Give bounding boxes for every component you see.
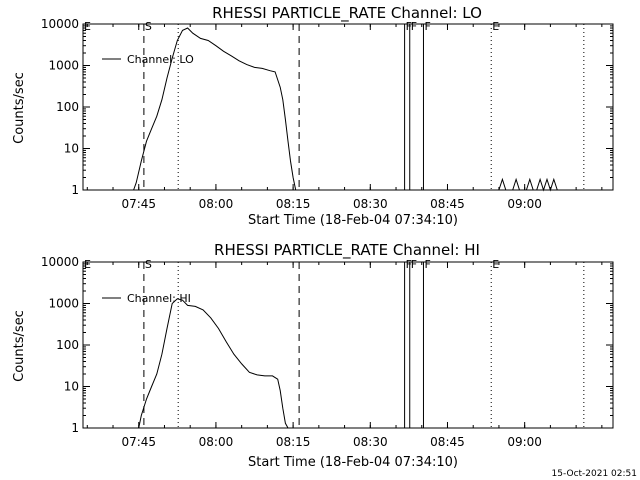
x-tick-label: 09:00: [507, 197, 542, 211]
y-tick-label: 1000: [48, 297, 79, 311]
marker-label: F: [406, 258, 412, 271]
hi-y-ticks: 1 10 100 1000 10000: [41, 255, 613, 435]
marker-label: E: [492, 258, 499, 271]
hi-legend-label: Channel: HI: [127, 292, 191, 305]
lo-x-axis-label: Start Time (18-Feb-04 07:34:10): [248, 213, 458, 228]
y-tick-label: 100: [56, 100, 79, 114]
x-tick-label: 08:45: [430, 435, 465, 449]
y-tick-label: 10: [64, 380, 79, 394]
footer-timestamp: 15-Oct-2021 02:51: [552, 469, 637, 479]
hi-marker-labels: ESFFFE: [84, 258, 499, 271]
lo-chart-title: RHESSI PARTICLE_RATE Channel: LO: [212, 4, 482, 23]
series-line: [133, 27, 297, 191]
x-tick-label: 08:45: [430, 197, 465, 211]
y-tick-label: 1000: [48, 59, 79, 73]
y-tick-label: 10000: [41, 255, 79, 269]
marker-label: S: [145, 20, 152, 33]
lo-series-group: [133, 27, 558, 192]
x-tick-label: 07:45: [121, 435, 156, 449]
series-line: [498, 177, 558, 192]
lo-legend-label: Channel: LO: [127, 53, 194, 66]
y-tick-label: 1: [71, 421, 79, 435]
y-tick-label: 10: [64, 142, 79, 156]
x-tick-label: 09:00: [507, 435, 542, 449]
x-tick-label: 08:15: [276, 197, 311, 211]
x-tick-label: 08:00: [199, 197, 234, 211]
marker-label: F: [424, 20, 430, 33]
marker-label: F: [424, 258, 430, 271]
hi-x-ticks: 07:45 08:00 08:15 08:30 08:45 09:00: [86, 262, 603, 449]
x-tick-label: 07:45: [121, 197, 156, 211]
y-tick-label: 10000: [41, 17, 79, 31]
lo-plot-frame: [82, 23, 614, 191]
y-tick-label: 1: [71, 183, 79, 197]
hi-series-group: [138, 298, 289, 429]
series-line: [138, 298, 289, 429]
hi-channel-panel: RHESSI PARTICLE_RATE Channel: HI ESFFFE …: [12, 241, 614, 470]
x-tick-label: 08:15: [276, 435, 311, 449]
hi-legend: Channel: HI: [102, 292, 191, 305]
y-tick-label: 100: [56, 338, 79, 352]
lo-y-axis-label: Counts/sec: [12, 72, 27, 144]
hi-chart-title: RHESSI PARTICLE_RATE Channel: HI: [214, 241, 480, 260]
marker-label: E: [492, 20, 499, 33]
lo-y-ticks: 1 10 100 1000 10000: [41, 17, 613, 197]
hi-event-markers: [82, 262, 585, 428]
lo-legend: Channel: LO: [102, 53, 194, 66]
marker-label: F: [411, 20, 417, 33]
lo-channel-panel: RHESSI PARTICLE_RATE Channel: LO ESFFFE …: [12, 4, 614, 228]
marker-label: F: [411, 258, 417, 271]
marker-label: F: [406, 20, 412, 33]
lo-x-ticks: 07:45 08:00 08:15 08:30 08:45 09:00: [86, 24, 603, 211]
x-tick-label: 08:30: [353, 435, 388, 449]
x-tick-label: 08:00: [199, 435, 234, 449]
lo-event-markers: [82, 24, 585, 190]
marker-label: S: [145, 258, 152, 271]
hi-plot-frame: [82, 261, 614, 429]
x-tick-label: 08:30: [353, 197, 388, 211]
hi-y-axis-label: Counts/sec: [12, 310, 27, 382]
hi-x-axis-label: Start Time (18-Feb-04 07:34:10): [248, 455, 458, 470]
